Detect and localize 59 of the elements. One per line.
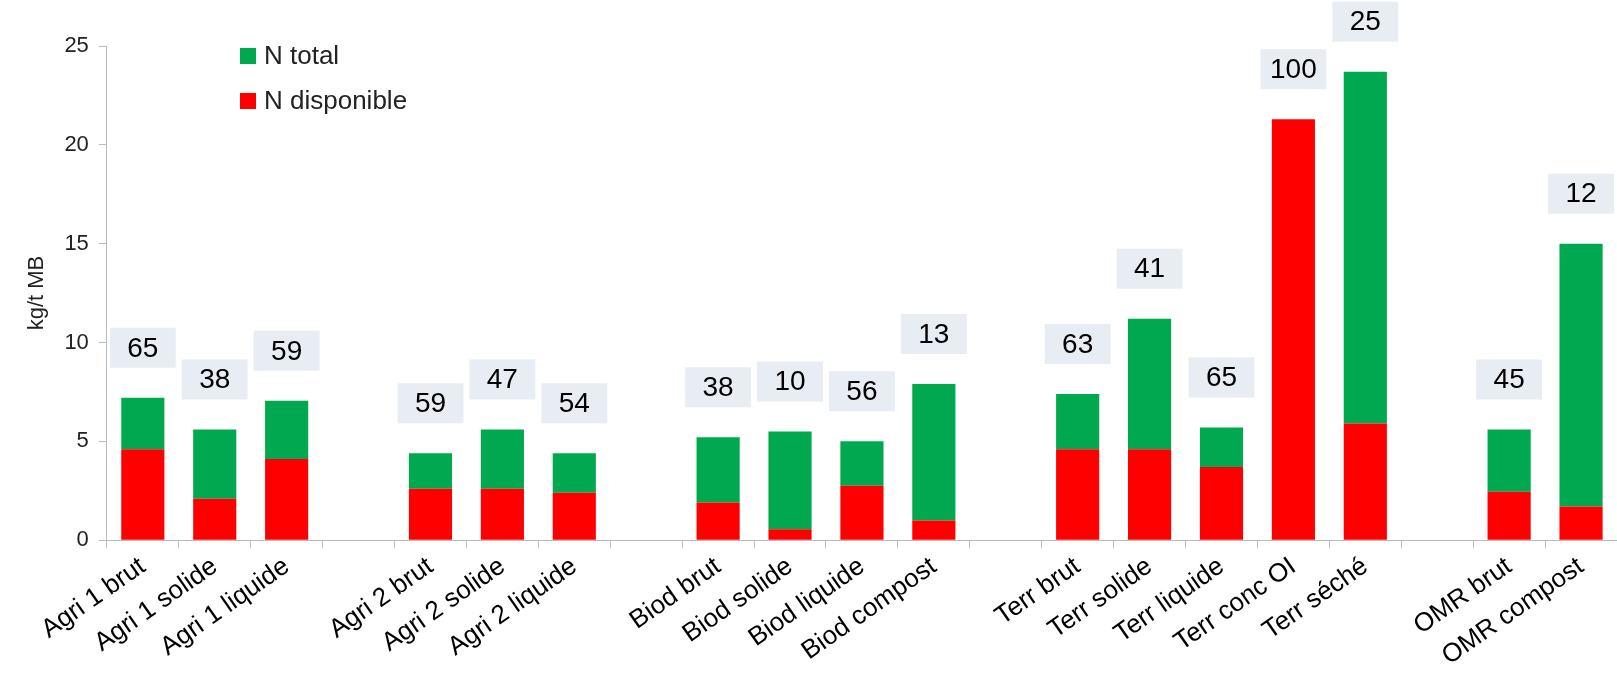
bar bbox=[1199, 467, 1244, 540]
bar bbox=[408, 453, 453, 489]
annotation: 12 bbox=[1565, 177, 1597, 209]
bar bbox=[912, 384, 956, 521]
annotation: 45 bbox=[1493, 363, 1525, 395]
bar bbox=[1199, 427, 1244, 468]
annotation: 38 bbox=[199, 363, 231, 395]
y-tick-label: 20 bbox=[64, 130, 89, 156]
bar bbox=[552, 492, 596, 540]
bar bbox=[768, 529, 812, 540]
bar bbox=[552, 453, 596, 493]
annotation: 59 bbox=[414, 386, 447, 418]
annotation: 65 bbox=[1205, 361, 1238, 393]
bar bbox=[1487, 429, 1531, 492]
annotation: 65 bbox=[127, 331, 159, 363]
bar bbox=[265, 459, 309, 540]
bar bbox=[1559, 243, 1603, 507]
annotation: 56 bbox=[846, 375, 878, 407]
annotation: 38 bbox=[702, 371, 734, 403]
bar bbox=[480, 429, 524, 489]
annotation: 10 bbox=[774, 365, 806, 397]
bar bbox=[1343, 71, 1387, 424]
text: 25 bbox=[1349, 5, 1381, 37]
bar bbox=[1343, 423, 1387, 540]
bar bbox=[1271, 119, 1315, 540]
y-tick-label: 25 bbox=[64, 32, 89, 58]
bar bbox=[408, 488, 453, 540]
annotation: 59 bbox=[271, 334, 303, 366]
legend-label: N total bbox=[264, 40, 340, 71]
bar bbox=[480, 488, 524, 540]
y-tick-label: 15 bbox=[64, 229, 89, 255]
bar bbox=[121, 449, 165, 540]
bar bbox=[1128, 449, 1172, 540]
y-tick-label: 0 bbox=[76, 526, 89, 552]
annotation: 41 bbox=[1134, 252, 1166, 284]
bar bbox=[1487, 491, 1531, 540]
y-tick-label: 5 bbox=[76, 427, 89, 453]
bar bbox=[1559, 506, 1603, 540]
bar bbox=[193, 429, 237, 499]
legend-label: N disponible bbox=[264, 85, 408, 116]
bar bbox=[696, 502, 740, 540]
bar bbox=[912, 520, 956, 540]
bar bbox=[696, 437, 740, 503]
annotation: 13 bbox=[918, 317, 950, 349]
bar bbox=[1056, 449, 1100, 540]
bar bbox=[1128, 318, 1172, 450]
bar bbox=[768, 431, 812, 530]
annotation: 100 bbox=[1270, 52, 1317, 84]
bar bbox=[1056, 393, 1100, 450]
y-axis-title: kg/t MB bbox=[23, 255, 49, 331]
annotation: 47 bbox=[486, 363, 518, 395]
bar bbox=[840, 441, 884, 486]
bar bbox=[193, 498, 237, 540]
annotation: 63 bbox=[1062, 327, 1094, 359]
bar bbox=[840, 485, 884, 540]
annotation: 54 bbox=[558, 386, 590, 418]
y-tick-label: 10 bbox=[64, 328, 89, 354]
bar bbox=[265, 400, 309, 460]
bar bbox=[121, 397, 165, 450]
